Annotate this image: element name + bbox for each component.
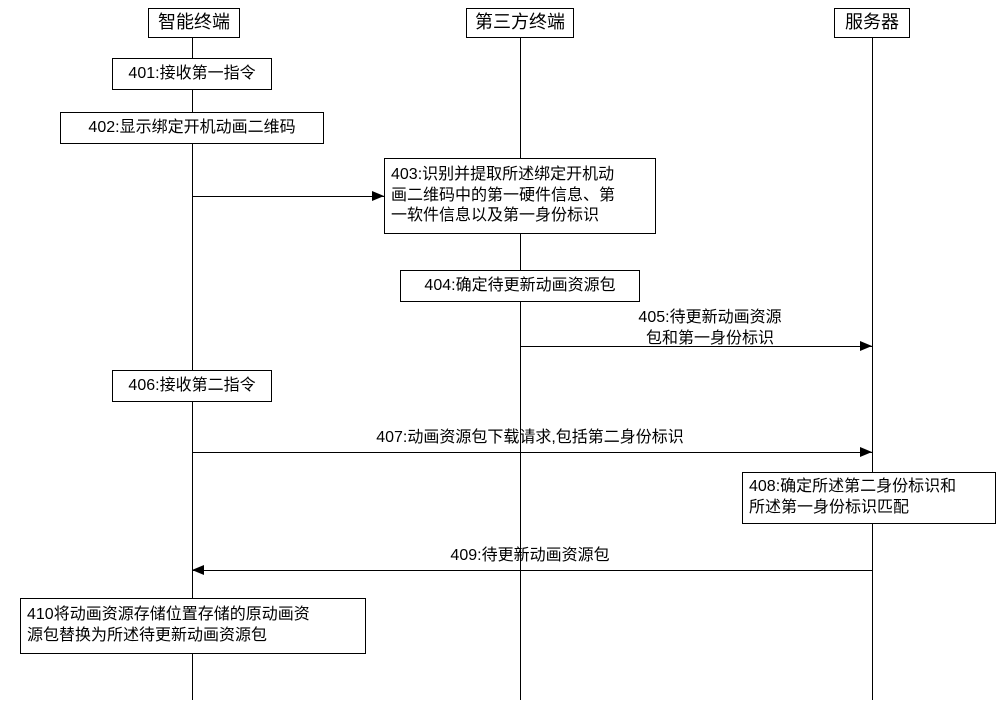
msg-label-m405: 405:待更新动画资源 包和第一身份标识 bbox=[560, 308, 860, 350]
step-s410: 410将动画资源存储位置存储的原动画资 源包替换为所述待更新动画资源包 bbox=[20, 598, 366, 654]
arrow-head-m407 bbox=[860, 447, 872, 457]
msg-label-m409: 409:待更新动画资源包 bbox=[200, 546, 860, 567]
arrow-head-m405 bbox=[860, 341, 872, 351]
lifeline-server bbox=[872, 38, 873, 700]
arrow-head-m403 bbox=[372, 191, 384, 201]
arrow-line-m403 bbox=[192, 196, 384, 197]
step-s404: 404:确定待更新动画资源包 bbox=[400, 270, 640, 302]
actor-smart: 智能终端 bbox=[148, 8, 240, 38]
step-s402: 402:显示绑定开机动画二维码 bbox=[60, 112, 324, 144]
actor-third: 第三方终端 bbox=[466, 8, 574, 38]
lifeline-third bbox=[520, 38, 521, 700]
actor-server: 服务器 bbox=[834, 8, 910, 38]
step-s401: 401:接收第一指令 bbox=[112, 58, 272, 90]
sequence-diagram: 智能终端 第三方终端 服务器 401:接收第一指令 402:显示绑定开机动画二维码 403… bbox=[0, 0, 1000, 712]
step-s406: 406:接收第二指令 bbox=[112, 370, 272, 402]
step-s408: 408:确定所述第二身份标识和 所述第一身份标识匹配 bbox=[742, 472, 996, 524]
msg-label-m407: 407:动画资源包下载请求,包括第二身份标识 bbox=[200, 428, 860, 449]
arrow-line-m407 bbox=[192, 452, 872, 453]
arrow-line-m409 bbox=[192, 570, 872, 571]
step-s403: 403:识别并提取所述绑定开机动 画二维码中的第一硬件信息、第 一软件信息以及第… bbox=[384, 158, 656, 234]
